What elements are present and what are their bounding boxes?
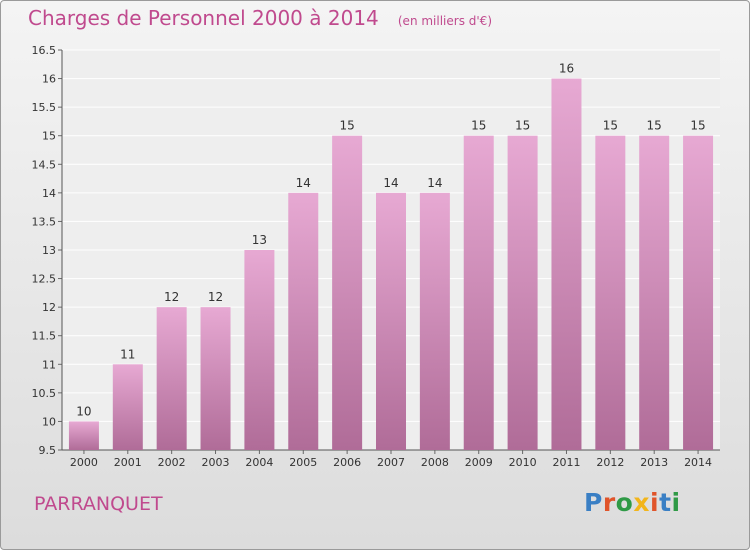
y-tick-label: 16.5 [32,44,57,57]
y-tick-label: 13 [42,244,56,257]
x-tick-label: 2012 [596,456,624,469]
x-tick-label: 2005 [289,456,317,469]
bar-2011 [551,78,582,451]
x-tick-label: 2001 [114,456,142,469]
bar-2014 [683,135,714,450]
data-label-2004: 13 [252,233,267,247]
bar-2008 [419,192,450,450]
data-label-2014: 15 [690,119,705,133]
x-tick-label: 2009 [465,456,493,469]
x-tick-label: 2010 [509,456,537,469]
y-tick-label: 9.5 [39,444,57,457]
y-tick-label: 11 [42,358,56,371]
bar-2000 [68,421,99,450]
logo-letter: o [615,488,634,517]
bar-2004 [244,250,275,450]
bar-2013 [639,135,670,450]
data-label-2000: 10 [76,404,91,418]
data-label-2007: 14 [383,176,398,190]
logo-letter: i [671,488,681,517]
y-tick-label: 11.5 [32,330,57,343]
y-tick-label: 10 [42,415,56,428]
place-name: PARRANQUET [34,493,163,515]
x-tick-label: 2011 [552,456,580,469]
bar-2001 [112,364,143,450]
data-label-2001: 11 [120,347,135,361]
bar-2006 [332,135,363,450]
bar-2003 [200,307,231,450]
data-label-2003: 12 [208,290,223,304]
y-tick-label: 13.5 [32,215,57,228]
data-label-2013: 15 [647,119,662,133]
y-tick-label: 16 [42,73,56,86]
bar-2009 [463,135,494,450]
bar-2012 [595,135,626,450]
x-tick-label: 2004 [245,456,273,469]
data-label-2002: 12 [164,290,179,304]
x-tick-label: 2013 [640,456,668,469]
data-label-2009: 15 [471,119,486,133]
y-tick-label: 10.5 [32,387,57,400]
data-label-2006: 15 [339,119,354,133]
bar-2007 [376,192,406,450]
logo-letter: t [659,488,672,517]
x-tick-label: 2006 [333,456,361,469]
x-tick-label: 2002 [158,456,186,469]
x-tick-label: 2014 [684,456,712,469]
x-tick-label: 2003 [202,456,230,469]
y-tick-label: 12 [42,301,56,314]
y-tick-label: 14 [42,187,56,200]
x-tick-label: 2007 [377,456,405,469]
bar-2010 [507,135,538,450]
data-label-2012: 15 [603,119,618,133]
chart-subtitle: (en milliers d'€) [397,14,492,28]
title-row: Charges de Personnel 2000 à 2014 (en mil… [28,6,492,30]
x-tick-label: 2000 [70,456,98,469]
logo-letter: P [584,488,603,517]
proxiti-logo: Proxiti [584,488,681,517]
y-tick-label: 12.5 [32,273,57,286]
logo-letter: x [633,488,650,517]
data-label-2008: 14 [427,176,442,190]
y-tick-label: 15 [42,130,56,143]
bar-2002 [156,307,187,450]
data-label-2005: 14 [296,176,311,190]
x-tick-label: 2008 [421,456,449,469]
logo-letter: r [602,488,616,517]
bar-2005 [288,192,319,450]
data-label-2010: 15 [515,119,530,133]
y-tick-label: 14.5 [32,158,57,171]
data-label-2011: 16 [559,62,574,76]
logo-letter: i [650,488,660,517]
chart-title: Charges de Personnel 2000 à 2014 [28,6,379,30]
y-tick-label: 15.5 [32,101,57,114]
